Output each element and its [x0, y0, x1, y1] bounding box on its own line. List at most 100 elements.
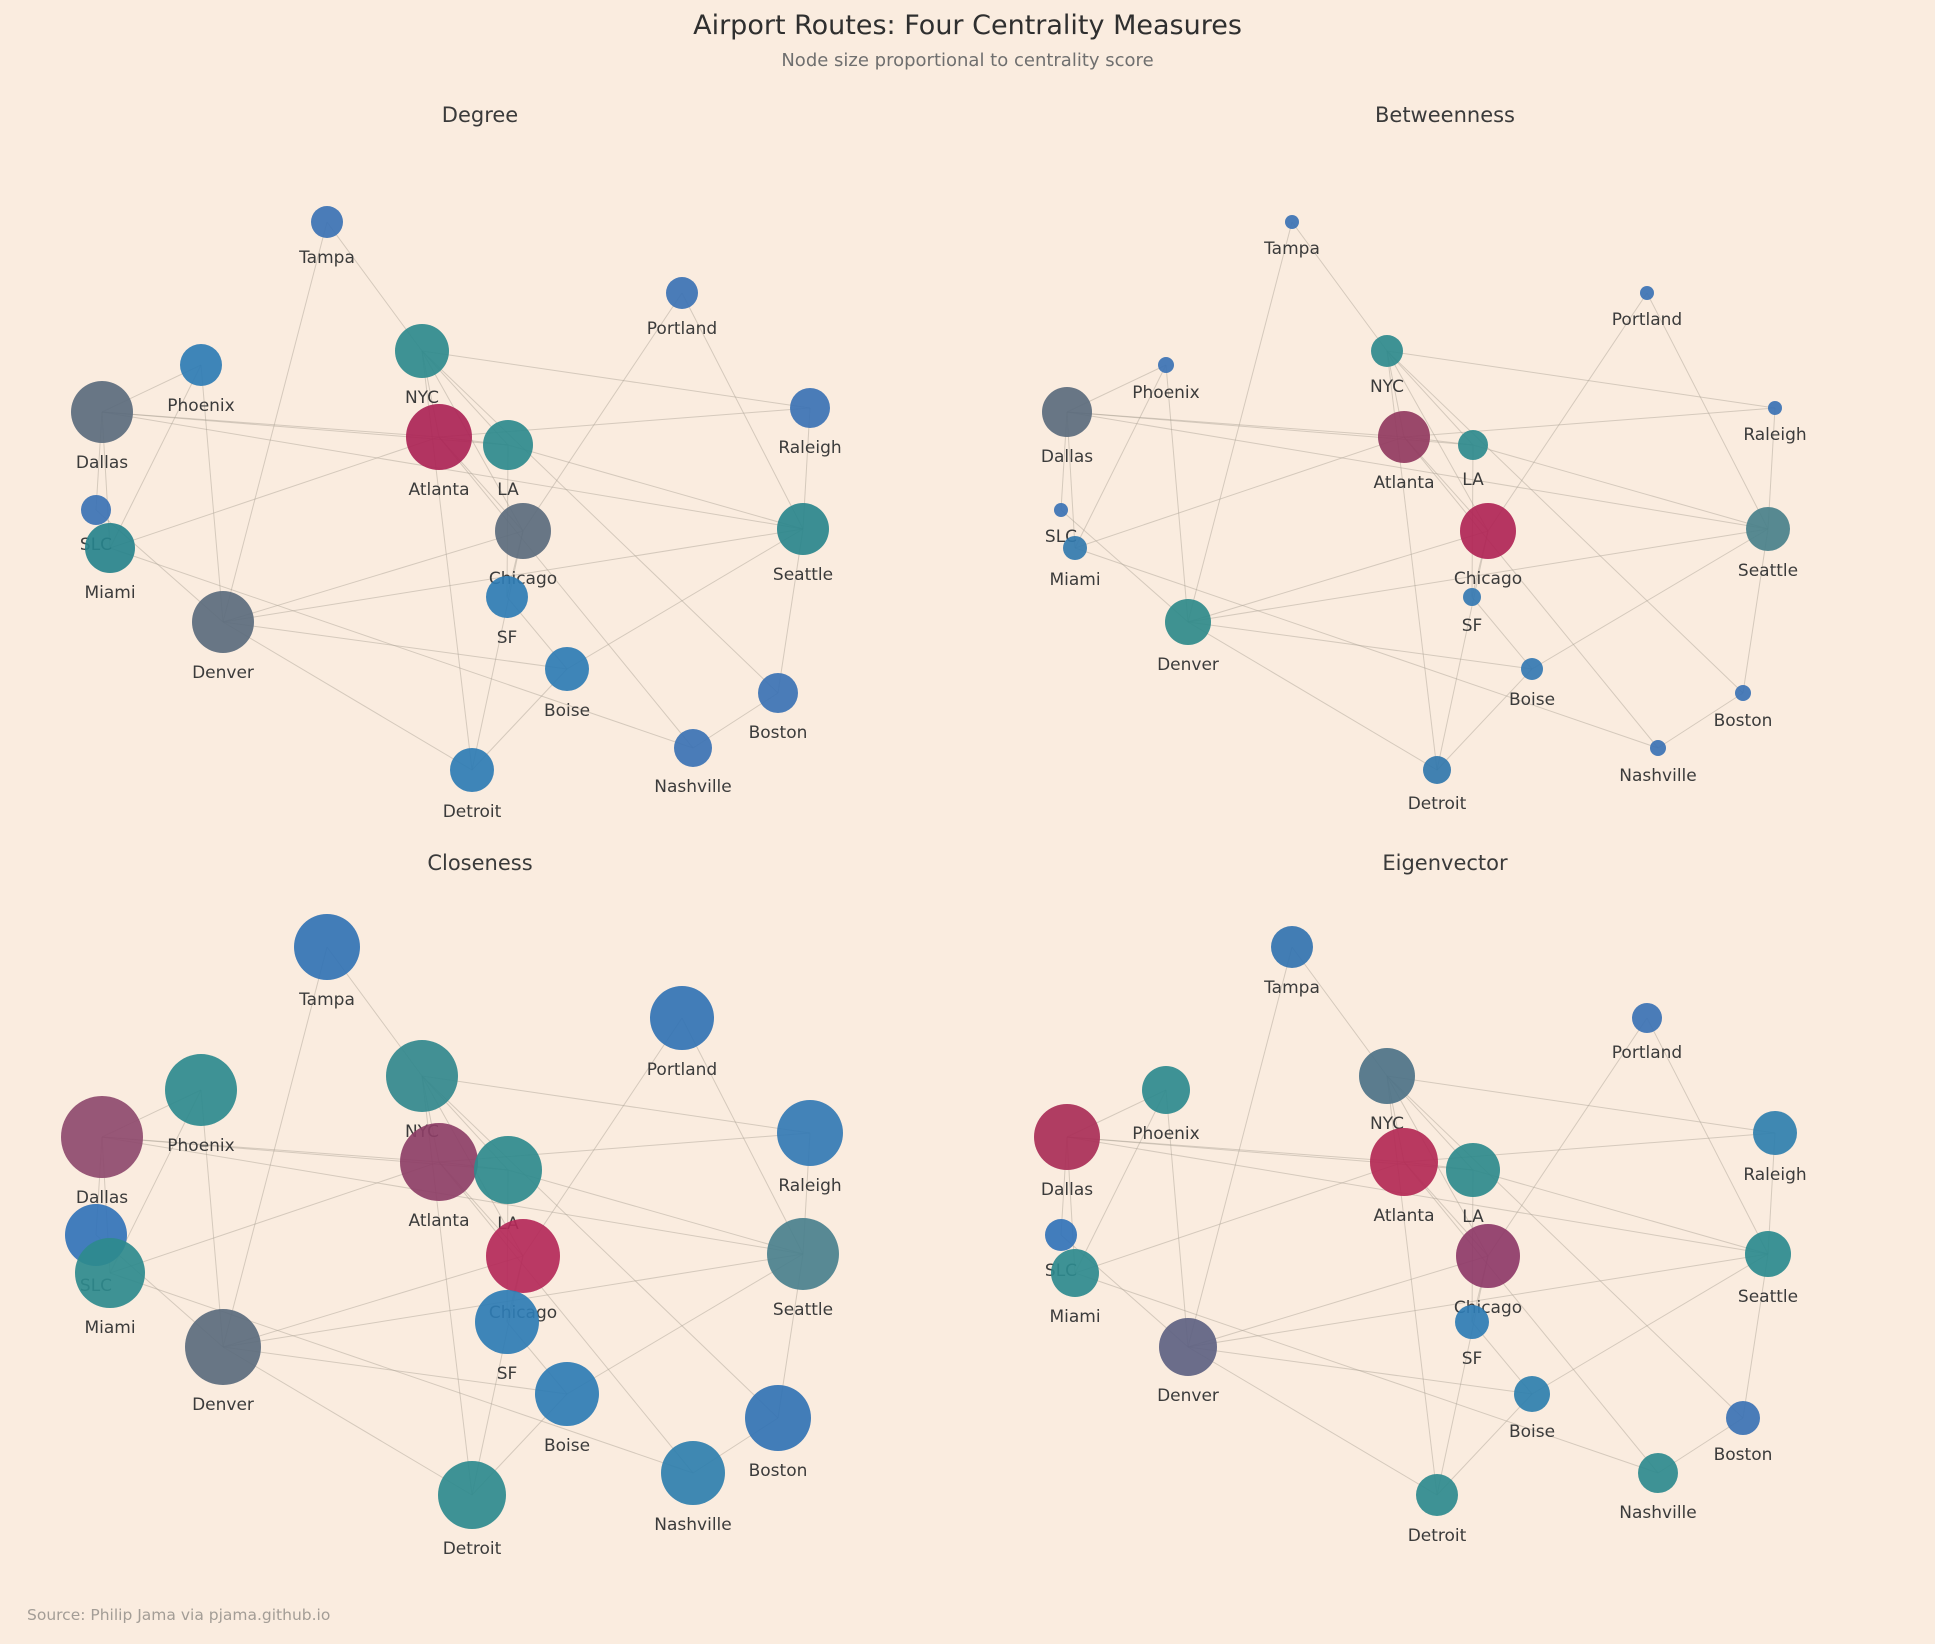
- node-slc: [1045, 1219, 1077, 1251]
- node-boston: [1735, 685, 1751, 701]
- node-label-boise: Boise: [1509, 1422, 1555, 1442]
- node-miami: [75, 1238, 145, 1308]
- node-label-nashville: Nashville: [654, 777, 731, 797]
- node-label-detroit: Detroit: [443, 802, 502, 822]
- edge: [1472, 444, 1769, 530]
- node-label-detroit: Detroit: [1408, 794, 1467, 814]
- edge: [1472, 1169, 1769, 1255]
- edge: [1187, 1253, 1769, 1348]
- node-label-dallas: Dallas: [1041, 447, 1093, 467]
- subplot-degree: Tampa Portland Phoenix NYC Dallas Raleigh Atla…: [71, 206, 842, 822]
- node-label-denver: Denver: [1157, 1386, 1219, 1406]
- figure-subtitle: Node size proportional to centrality sco…: [781, 50, 1154, 71]
- edge: [1386, 350, 1776, 409]
- node-denver: [185, 1309, 261, 1385]
- source-credit: Source: Philip Jama via pjama.github.io: [27, 1606, 331, 1624]
- node-label-nashville: Nashville: [1619, 766, 1696, 786]
- edge: [1386, 350, 1474, 446]
- edge: [109, 547, 694, 749]
- edge: [522, 292, 683, 532]
- edge: [1487, 292, 1648, 532]
- node-label-miami: Miami: [1049, 1307, 1100, 1327]
- node-denver: [1165, 599, 1211, 645]
- node-slc: [1054, 503, 1068, 517]
- edge: [101, 411, 440, 438]
- edge: [1487, 1017, 1648, 1257]
- edge: [1657, 692, 1744, 749]
- edge: [1386, 350, 1744, 694]
- edge: [1060, 509, 1189, 623]
- node-dallas: [61, 1096, 143, 1178]
- edge: [1187, 946, 1293, 1348]
- node-label-atlanta: Atlanta: [1374, 473, 1435, 493]
- edge: [222, 1346, 568, 1395]
- edge: [507, 444, 804, 530]
- node-label-boston: Boston: [749, 1461, 808, 1481]
- node-nyc: [395, 324, 449, 378]
- edge: [1403, 407, 1776, 438]
- node-chicago: [486, 1219, 560, 1293]
- edge: [222, 946, 328, 1348]
- node-dallas: [1042, 387, 1092, 437]
- node-denver: [192, 591, 254, 653]
- edge: [421, 350, 779, 694]
- edge: [471, 668, 568, 771]
- node-tampa: [1271, 926, 1313, 968]
- node-detroit: [1416, 1474, 1458, 1516]
- edge: [1386, 1075, 1744, 1419]
- node-miami: [1063, 536, 1087, 560]
- subplot-title-eigenvector: Eigenvector: [1382, 851, 1508, 875]
- edge: [1291, 221, 1388, 352]
- edge: [421, 350, 811, 409]
- node-label-boston: Boston: [1714, 711, 1773, 731]
- page-title: Airport Routes: Four Centrality Measures: [693, 10, 1242, 41]
- edge: [1074, 1272, 1659, 1474]
- node-label-boise: Boise: [544, 1436, 590, 1456]
- node-label-tampa: Tampa: [1263, 239, 1320, 259]
- node-label-la: LA: [497, 480, 519, 500]
- node-label-portland: Portland: [647, 319, 717, 339]
- edge: [1187, 1255, 1489, 1348]
- node-phoenix: [1158, 357, 1174, 373]
- edge: [222, 621, 473, 771]
- edge: [109, 436, 440, 549]
- edge: [681, 1017, 804, 1255]
- edge: [438, 1161, 694, 1474]
- node-label-miami: Miami: [84, 1318, 135, 1338]
- node-nashville: [674, 729, 712, 767]
- edge: [777, 528, 804, 694]
- edge: [101, 1136, 440, 1163]
- node-label-portland: Portland: [647, 1060, 717, 1080]
- node-dallas: [1034, 1104, 1100, 1170]
- node-label-denver: Denver: [1157, 655, 1219, 675]
- edge: [1187, 528, 1769, 623]
- edge: [109, 364, 202, 549]
- node-label-raleigh: Raleigh: [778, 438, 841, 458]
- edge: [421, 350, 524, 532]
- node-label-tampa: Tampa: [298, 990, 355, 1010]
- node-la: [1458, 430, 1488, 460]
- node-label-seattle: Seattle: [773, 1300, 833, 1320]
- node-atlanta: [1370, 1128, 1438, 1196]
- node-portland: [1640, 286, 1654, 300]
- edge: [1403, 436, 1659, 749]
- node-portland: [650, 986, 714, 1050]
- node-label-atlanta: Atlanta: [409, 1211, 470, 1231]
- node-boston: [758, 673, 798, 713]
- node-label-atlanta: Atlanta: [1374, 1206, 1435, 1226]
- node-sf: [1455, 1305, 1489, 1339]
- node-label-nyc: NYC: [1370, 377, 1404, 397]
- edge: [1165, 1089, 1189, 1348]
- node-sf: [486, 576, 528, 618]
- edge: [1187, 1346, 1533, 1395]
- edge: [1436, 668, 1533, 771]
- node-phoenix: [180, 344, 222, 386]
- node-miami: [85, 523, 135, 573]
- node-boise: [1521, 658, 1543, 680]
- node-nashville: [1638, 1453, 1678, 1493]
- subplot-title-degree: Degree: [442, 103, 518, 127]
- edge: [1436, 1255, 1489, 1496]
- edge: [200, 1089, 224, 1348]
- edge: [1066, 1136, 1769, 1255]
